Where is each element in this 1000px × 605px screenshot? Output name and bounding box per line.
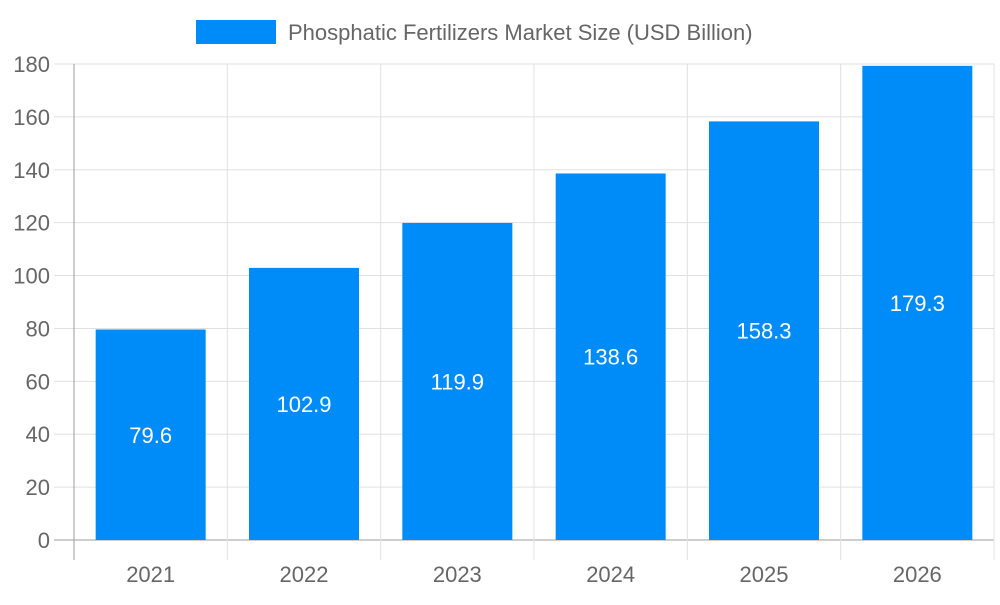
data-label: 102.9	[276, 392, 331, 417]
data-label: 158.3	[736, 319, 791, 344]
x-tick-label: 2025	[740, 562, 789, 587]
bar	[709, 121, 819, 540]
y-tick-label: 0	[38, 528, 50, 553]
bar	[862, 65, 973, 541]
x-tick-label: 2021	[126, 562, 175, 587]
legend-label[interactable]: Phosphatic Fertilizers Market Size (USD …	[288, 20, 753, 45]
x-tick-label: 2023	[433, 562, 482, 587]
y-tick-label: 100	[13, 264, 50, 289]
y-tick-label: 80	[26, 316, 50, 341]
y-tick-label: 120	[13, 211, 50, 236]
data-label: 138.6	[583, 345, 638, 370]
x-tick-label: 2022	[280, 562, 329, 587]
legend-swatch[interactable]	[196, 20, 276, 44]
y-tick-label: 180	[13, 52, 50, 77]
x-tick-label: 2026	[893, 562, 942, 587]
bar	[555, 173, 666, 541]
data-label: 79.6	[129, 423, 172, 448]
data-label: 119.9	[431, 369, 484, 394]
y-tick-label: 20	[26, 475, 50, 500]
bar	[95, 329, 206, 540]
bar	[249, 267, 359, 540]
x-tick-label: 2024	[586, 562, 635, 587]
y-tick-label: 160	[13, 105, 50, 130]
y-tick-label: 60	[26, 369, 50, 394]
bar	[402, 222, 513, 541]
data-label: 179.3	[890, 291, 945, 316]
y-tick-label: 40	[26, 422, 50, 447]
y-tick-label: 140	[13, 158, 50, 183]
